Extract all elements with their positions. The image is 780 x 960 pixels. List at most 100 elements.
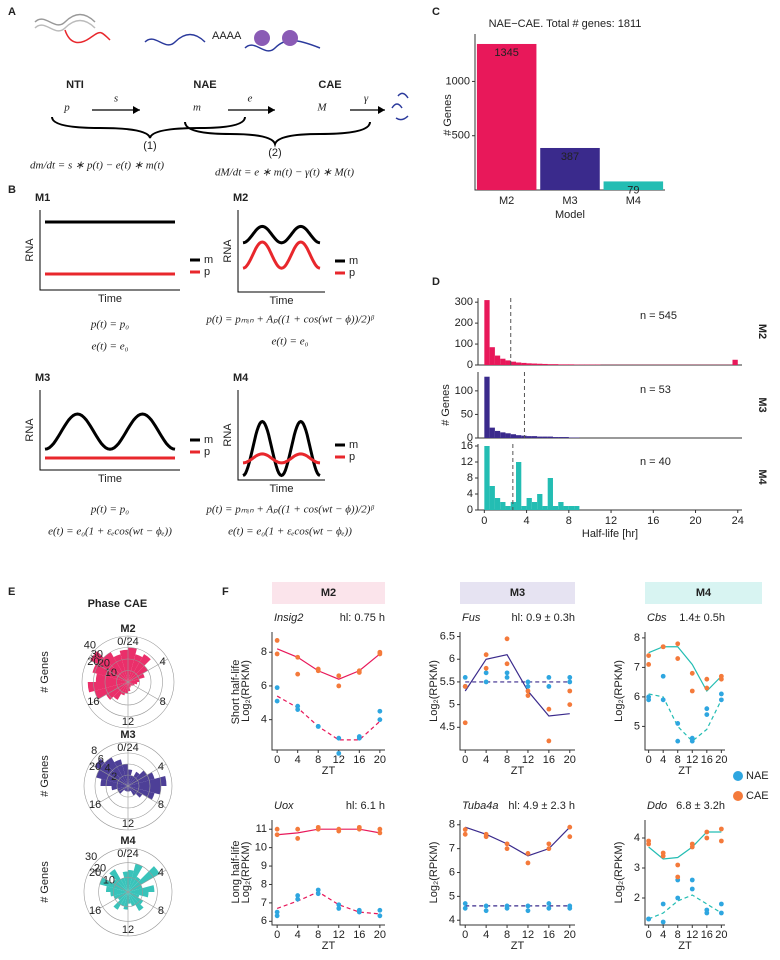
point <box>689 738 695 744</box>
spoke <box>127 681 168 706</box>
wedge <box>128 771 140 786</box>
y-tick-label: 0 <box>467 432 473 444</box>
x-tick-label: 12 <box>686 929 698 941</box>
point <box>567 702 573 708</box>
x-label: Model <box>555 209 585 221</box>
y-tick-label: 4 <box>634 832 640 844</box>
point <box>483 834 489 840</box>
spoke <box>127 869 167 893</box>
y-tick-label: 5 <box>634 720 640 732</box>
y-tick-label: 8 <box>449 819 455 831</box>
hist-bar <box>531 436 538 438</box>
y-tick-label: 50 <box>461 408 473 420</box>
x-tick-label: 20 <box>689 515 701 527</box>
theta-tick-label: 4 <box>158 761 164 773</box>
y-label: # Genes <box>440 384 452 426</box>
hist-bar <box>526 363 532 365</box>
y-label: Log₂(RPKM) <box>613 842 625 904</box>
point <box>315 724 321 729</box>
point <box>377 651 383 657</box>
y-tick-label: 2 <box>634 892 640 904</box>
side-label: M3 <box>756 397 768 412</box>
point <box>377 830 383 836</box>
axis <box>39 210 180 291</box>
x-tick-label: M3 <box>562 195 577 207</box>
x-label: Time <box>98 293 122 305</box>
curve-m <box>242 224 321 245</box>
model-title: M1 <box>35 192 50 204</box>
point <box>377 826 383 832</box>
y-tick-label: 8 <box>467 472 473 484</box>
spoke <box>89 763 129 787</box>
y-tick-label: 4.5 <box>440 721 455 733</box>
y-tick-label: 100 <box>455 338 473 350</box>
point <box>689 670 695 676</box>
icon <box>254 30 270 46</box>
x-tick-label: 8 <box>315 754 321 766</box>
hist-bar <box>510 434 517 438</box>
legend-label: m <box>349 439 358 451</box>
wedge <box>87 682 128 693</box>
point <box>646 697 652 703</box>
y-tick-label: 10 <box>255 842 267 854</box>
point <box>689 877 695 883</box>
x-label: Time <box>269 295 293 307</box>
hist-bar <box>516 362 522 365</box>
hist-bar <box>552 506 559 510</box>
y-tick-label: 4 <box>467 488 473 500</box>
hist-bar <box>489 486 495 510</box>
r-tick-label: 6 <box>98 754 104 766</box>
point <box>567 834 573 840</box>
spoke <box>89 891 129 915</box>
x-label: Time <box>269 483 293 495</box>
point <box>525 693 531 698</box>
point <box>646 916 652 922</box>
nae-fit <box>276 695 381 741</box>
point <box>718 676 724 682</box>
column-header <box>272 582 385 604</box>
x-tick-label: 4 <box>483 754 489 766</box>
r-tick-label: 8 <box>91 745 97 757</box>
curve-m <box>242 419 321 478</box>
rate-label: e <box>248 93 253 105</box>
wedge <box>128 682 131 692</box>
x-tick-label: 8 <box>504 929 510 941</box>
cae-fit <box>648 831 722 860</box>
theta-tick-label: 8 <box>158 905 164 917</box>
legend-label: m <box>204 434 213 446</box>
model-title: M4 <box>233 372 249 384</box>
point <box>718 826 724 832</box>
point <box>504 903 510 909</box>
point <box>336 906 342 911</box>
x-tick-label: 20 <box>374 929 386 941</box>
arrow-head <box>268 106 275 114</box>
point <box>646 838 652 844</box>
wedge <box>124 786 128 791</box>
point <box>315 668 321 674</box>
point <box>675 641 681 647</box>
point <box>377 907 383 913</box>
x-label: Time <box>98 473 122 485</box>
axis <box>477 372 742 439</box>
point <box>646 653 652 658</box>
wedge <box>113 892 128 910</box>
chart-title: NAE−CAE. Total # genes: 1811 <box>489 18 642 30</box>
equation: p(t) = pₘᵢₙ + Aₚ((1 + cos(wt − ϕ))/2)ᵝ <box>205 314 374 326</box>
hist-bar <box>516 435 522 438</box>
wedge <box>128 786 130 792</box>
x-tick-label: 20 <box>564 754 576 766</box>
y-label: # Genes <box>442 94 454 136</box>
point <box>377 708 383 714</box>
wedge <box>106 682 128 700</box>
x-tick-label: 8 <box>504 754 510 766</box>
theta-tick-label: 16 <box>89 799 101 811</box>
hist-bar <box>531 502 538 510</box>
point <box>525 679 531 685</box>
wedge <box>128 786 161 795</box>
point <box>377 717 383 723</box>
brace-label: (2) <box>268 147 281 159</box>
species-label: CAE <box>318 79 341 91</box>
x-tick-label: 12 <box>686 754 698 766</box>
x-tick-label: 12 <box>522 929 534 941</box>
point <box>295 671 301 677</box>
